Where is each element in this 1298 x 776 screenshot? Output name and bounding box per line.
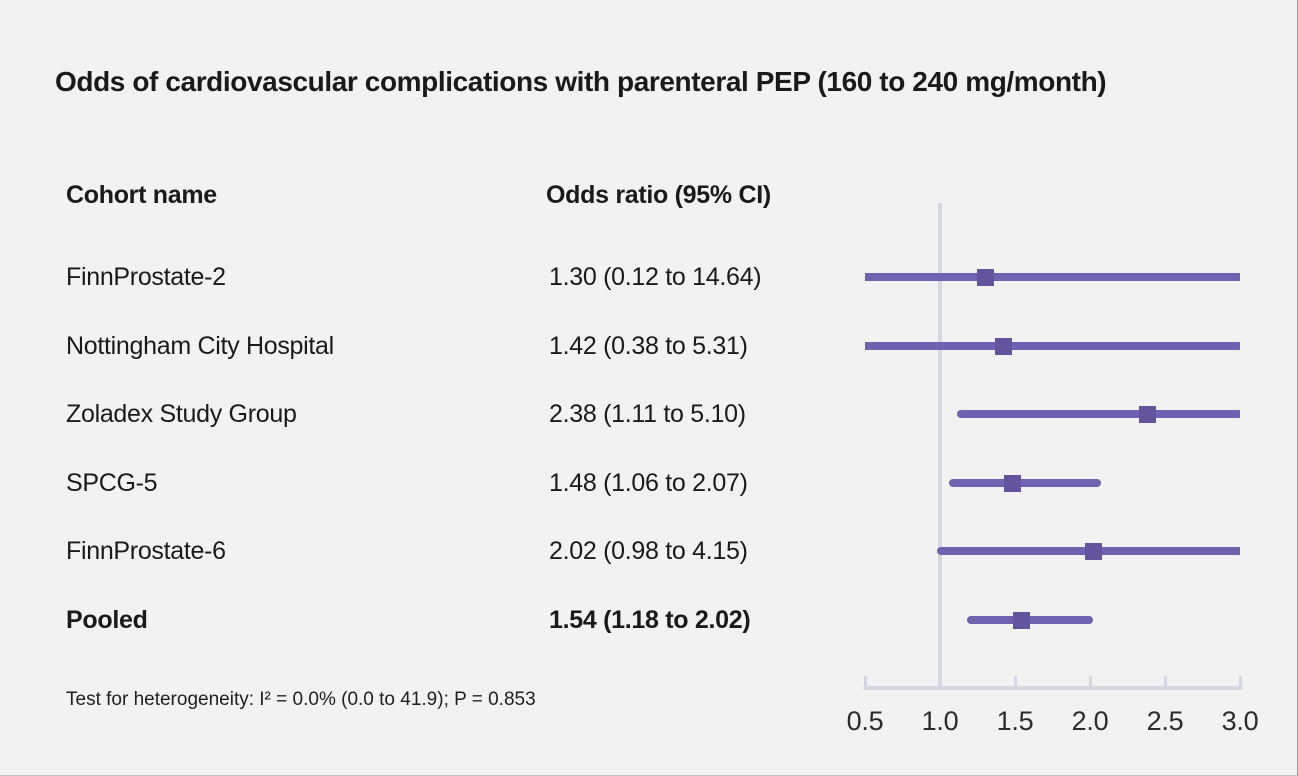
x-axis-tick	[1163, 676, 1167, 690]
x-axis-tick-label: 1.5	[996, 706, 1034, 736]
odds-ratio-value: 1.54 (1.18 to 2.02)	[549, 606, 751, 634]
confidence-interval-line	[956, 410, 1240, 418]
odds-ratio-marker	[976, 268, 994, 286]
cohort-name: FinnProstate-2	[66, 263, 226, 291]
heterogeneity-footnote: Test for heterogeneity: I² = 0.0% (0.0 t…	[66, 689, 536, 710]
x-axis-tick-label: 1.0	[921, 706, 959, 736]
cohort-name: Pooled	[66, 606, 148, 634]
column-header-cohort: Cohort name	[66, 181, 217, 209]
cohort-name: SPCG-5	[66, 469, 158, 497]
chart-title: Odds of cardiovascular complications wit…	[55, 66, 1107, 97]
x-axis-line	[863, 686, 1243, 690]
odds-ratio-value: 1.30 (0.12 to 14.64)	[549, 263, 762, 291]
confidence-interval-line	[865, 342, 1240, 350]
confidence-interval-line	[949, 479, 1101, 487]
odds-ratio-marker	[1084, 542, 1102, 560]
x-axis-tick	[863, 676, 867, 690]
x-axis-tick-label: 0.5	[846, 706, 884, 736]
odds-ratio-value: 2.02 (0.98 to 4.15)	[549, 537, 748, 565]
odds-ratio-marker	[1138, 405, 1156, 423]
reference-line	[938, 203, 942, 690]
cohort-name: FinnProstate-6	[66, 537, 226, 565]
x-axis-tick	[1088, 676, 1092, 690]
odds-ratio-value: 2.38 (1.11 to 5.10)	[549, 400, 746, 428]
confidence-interval-line	[967, 616, 1093, 624]
x-axis-tick-label: 2.0	[1071, 706, 1109, 736]
cohort-name: Zoladex Study Group	[66, 400, 297, 428]
confidence-interval-line	[865, 273, 1240, 281]
odds-ratio-value: 1.48 (1.06 to 2.07)	[549, 469, 748, 497]
odds-ratio-marker	[994, 337, 1012, 355]
x-axis-tick	[1013, 676, 1017, 690]
cohort-name: Nottingham City Hospital	[66, 332, 334, 360]
x-axis-tick-label: 3.0	[1221, 706, 1259, 736]
column-header-odds-ratio: Odds ratio (95% CI)	[546, 181, 771, 209]
x-axis-tick-label: 2.5	[1146, 706, 1184, 736]
odds-ratio-value: 1.42 (0.38 to 5.31)	[549, 332, 748, 360]
x-axis-tick	[1238, 676, 1242, 690]
odds-ratio-marker	[1012, 611, 1030, 629]
odds-ratio-marker	[1003, 474, 1021, 492]
